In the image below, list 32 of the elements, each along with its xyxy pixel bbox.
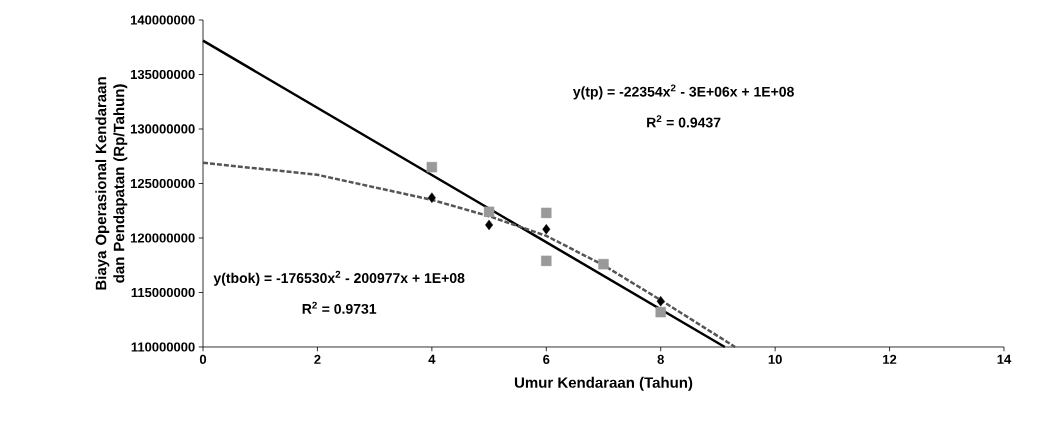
x-tick-label: 2 — [314, 354, 321, 364]
point — [541, 255, 552, 267]
y-tick-label: 135000000 — [130, 69, 195, 80]
point — [655, 306, 666, 318]
annotation: y(tp) = -22354x$^{2}$ - 3E+06x + 1E+08 — [572, 84, 794, 100]
point — [426, 161, 438, 173]
y-tick-label: 140000000 — [130, 15, 195, 25]
x-tick-label: 4 — [428, 354, 436, 364]
point — [542, 224, 551, 235]
x-tick-label: 12 — [883, 354, 897, 364]
y-tick-label: 120000000 — [130, 233, 195, 243]
y-tick-label: 125000000 — [130, 178, 195, 189]
annotation: R$^{2}$ = 0.9731 — [302, 301, 377, 314]
point — [656, 296, 665, 307]
point — [427, 192, 436, 203]
y-tick-label: 115000000 — [131, 287, 195, 298]
x-tick-label: 8 — [657, 354, 664, 364]
y-axis-title: Biaya Operasional Kendaraan dan Pendapatan (Rp/Tahun) — [95, 77, 128, 290]
point — [541, 207, 552, 219]
point — [485, 219, 494, 231]
y-tick-label: 110000000 — [131, 342, 195, 352]
point — [598, 258, 609, 270]
point — [483, 206, 495, 218]
x-tick-label: 6 — [543, 354, 550, 364]
x-tick-label: 10 — [768, 354, 782, 364]
x-axis-title: Umur Kendaraan (Tahun) — [514, 376, 693, 391]
y-tick-label: 130000000 — [130, 124, 195, 134]
x-tick-label: 14 — [997, 354, 1012, 364]
annotation: R$^{2}$ = 0.9437 — [647, 115, 721, 128]
x-tick-label: 0 — [199, 354, 207, 364]
annotation: y(tbok) = -176530x$^{2}$ - 200977x + 1E+08 — [213, 270, 465, 286]
line-series — [201, 161, 737, 349]
